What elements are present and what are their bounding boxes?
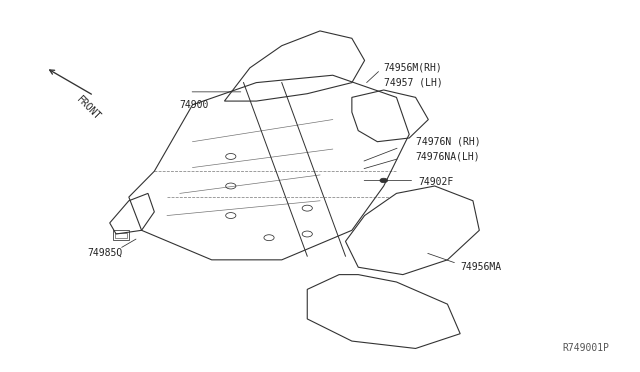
Circle shape [380, 178, 388, 183]
Text: 74976N (RH): 74976N (RH) [415, 137, 480, 147]
Text: 74957 (LH): 74957 (LH) [384, 78, 442, 88]
Text: FRONT: FRONT [75, 94, 102, 122]
Text: R749001P: R749001P [562, 343, 609, 353]
Bar [115, 233, 127, 238]
Text: 74956M(RH): 74956M(RH) [384, 63, 442, 73]
Text: 74976NA(LH): 74976NA(LH) [415, 151, 480, 161]
Text: 74956MA: 74956MA [460, 262, 501, 272]
Bar [113, 230, 129, 240]
Text: 74985Q: 74985Q [88, 247, 123, 257]
Text: 74900: 74900 [180, 100, 209, 110]
Text: 74902F: 74902F [419, 177, 454, 187]
